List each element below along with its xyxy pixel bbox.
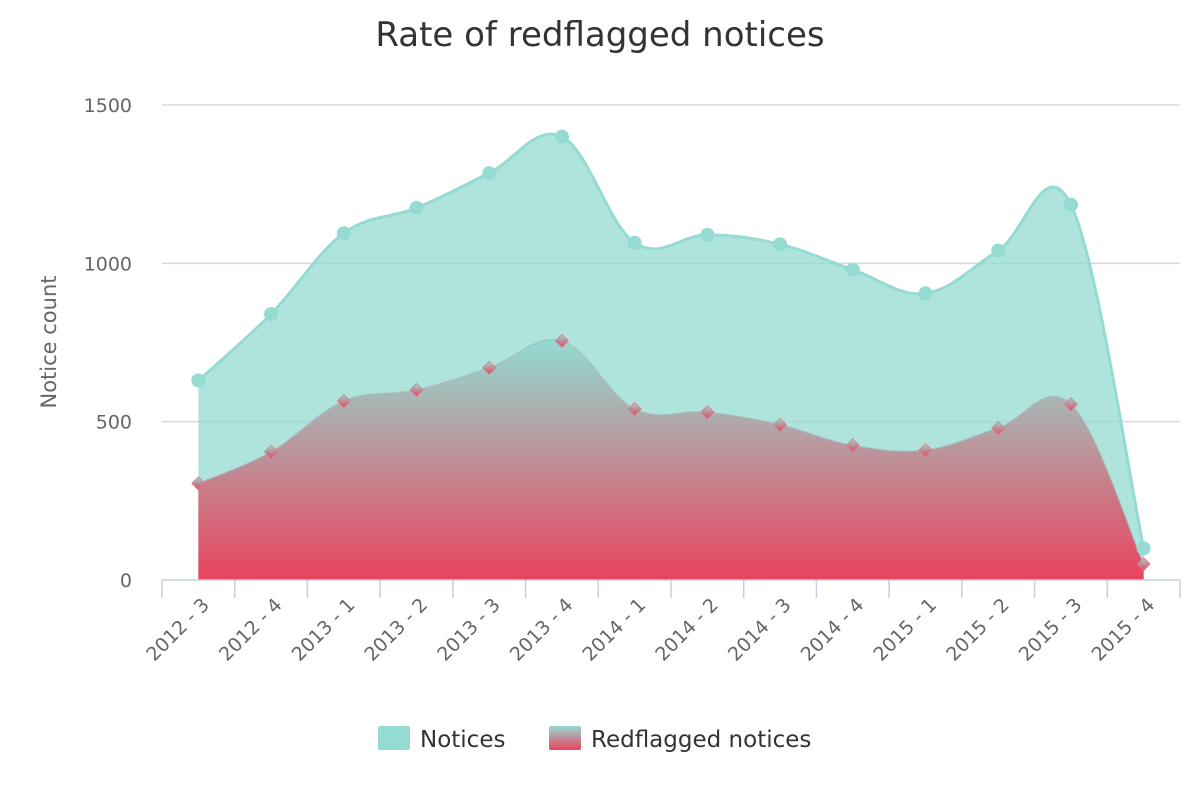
point-notices[interactable] (1136, 541, 1151, 556)
y-tick-label: 0 (120, 570, 132, 592)
x-tick-label: 2015 - 3 (1015, 594, 1087, 666)
y-tick-label: 500 (96, 412, 132, 434)
point-redflagged[interactable] (264, 444, 279, 459)
point-redflagged[interactable] (773, 417, 788, 432)
legend-label-notices[interactable]: Notices (420, 727, 505, 753)
series-areas (197, 132, 1146, 580)
legend-label-redflagged[interactable]: Redflagged notices (591, 727, 811, 753)
point-redflagged[interactable] (1136, 557, 1151, 572)
point-redflagged[interactable] (918, 443, 933, 458)
point-redflagged[interactable] (191, 476, 206, 491)
point-notices[interactable] (627, 235, 642, 250)
point-redflagged[interactable] (627, 401, 642, 417)
x-tick-label: 2014 - 3 (724, 594, 796, 666)
point-notices[interactable] (700, 227, 715, 242)
x-tick-label: 2014 - 1 (578, 594, 650, 666)
point-notices[interactable] (918, 286, 933, 301)
point-redflagged[interactable] (1063, 397, 1078, 412)
y-axis-title: Notice count (37, 275, 61, 408)
x-tick-label: 2015 - 4 (1087, 594, 1159, 666)
point-notices[interactable] (191, 373, 206, 388)
x-tick-label: 2013 - 2 (360, 594, 432, 666)
point-notices[interactable] (773, 237, 788, 252)
x-tick-label: 2013 - 1 (288, 594, 360, 666)
series-markers (191, 129, 1151, 572)
point-notices[interactable] (845, 262, 860, 277)
point-redflagged[interactable] (991, 420, 1006, 436)
x-tick-label: 2015 - 2 (942, 594, 1014, 666)
point-notices[interactable] (1063, 197, 1078, 212)
point-redflagged[interactable] (845, 438, 860, 453)
point-redflagged[interactable] (482, 360, 497, 375)
x-tick-label: 2013 - 3 (433, 594, 505, 666)
x-tick-label: 2015 - 1 (869, 594, 941, 666)
y-tick-label: 1000 (84, 253, 132, 275)
point-redflagged[interactable] (554, 333, 569, 348)
legend[interactable]: Notices Redflagged notices (378, 726, 811, 753)
y-tick-label: 1500 (84, 95, 132, 117)
point-notices[interactable] (482, 166, 497, 181)
point-notices[interactable] (336, 226, 351, 241)
legend-swatch-notices[interactable] (378, 726, 410, 750)
point-notices[interactable] (991, 243, 1006, 258)
x-tick-label: 2014 - 4 (797, 594, 869, 666)
y-axis-ticks: 0 500 1000 1500 (84, 95, 132, 592)
point-redflagged[interactable] (700, 405, 715, 420)
point-notices[interactable] (264, 307, 279, 321)
x-tick-label: 2013 - 4 (506, 594, 578, 666)
x-axis: 2012 - 3 2012 - 4 2013 - 1 2013 - 2 2013 - 3… (142, 579, 1181, 666)
legend-swatch-redflagged[interactable] (549, 726, 581, 750)
chart-title: Rate of redflagged notices (375, 15, 824, 55)
point-notices[interactable] (554, 129, 569, 144)
area-redflagged (198, 339, 1144, 580)
x-tick-label: 2012 - 3 (142, 594, 214, 666)
point-redflagged[interactable] (409, 382, 424, 398)
x-tick-label: 2012 - 4 (215, 594, 287, 666)
line-redflagged (198, 338, 1145, 565)
point-notices[interactable] (409, 200, 424, 215)
x-tick-label: 2014 - 2 (651, 594, 723, 666)
point-redflagged[interactable] (336, 394, 351, 409)
